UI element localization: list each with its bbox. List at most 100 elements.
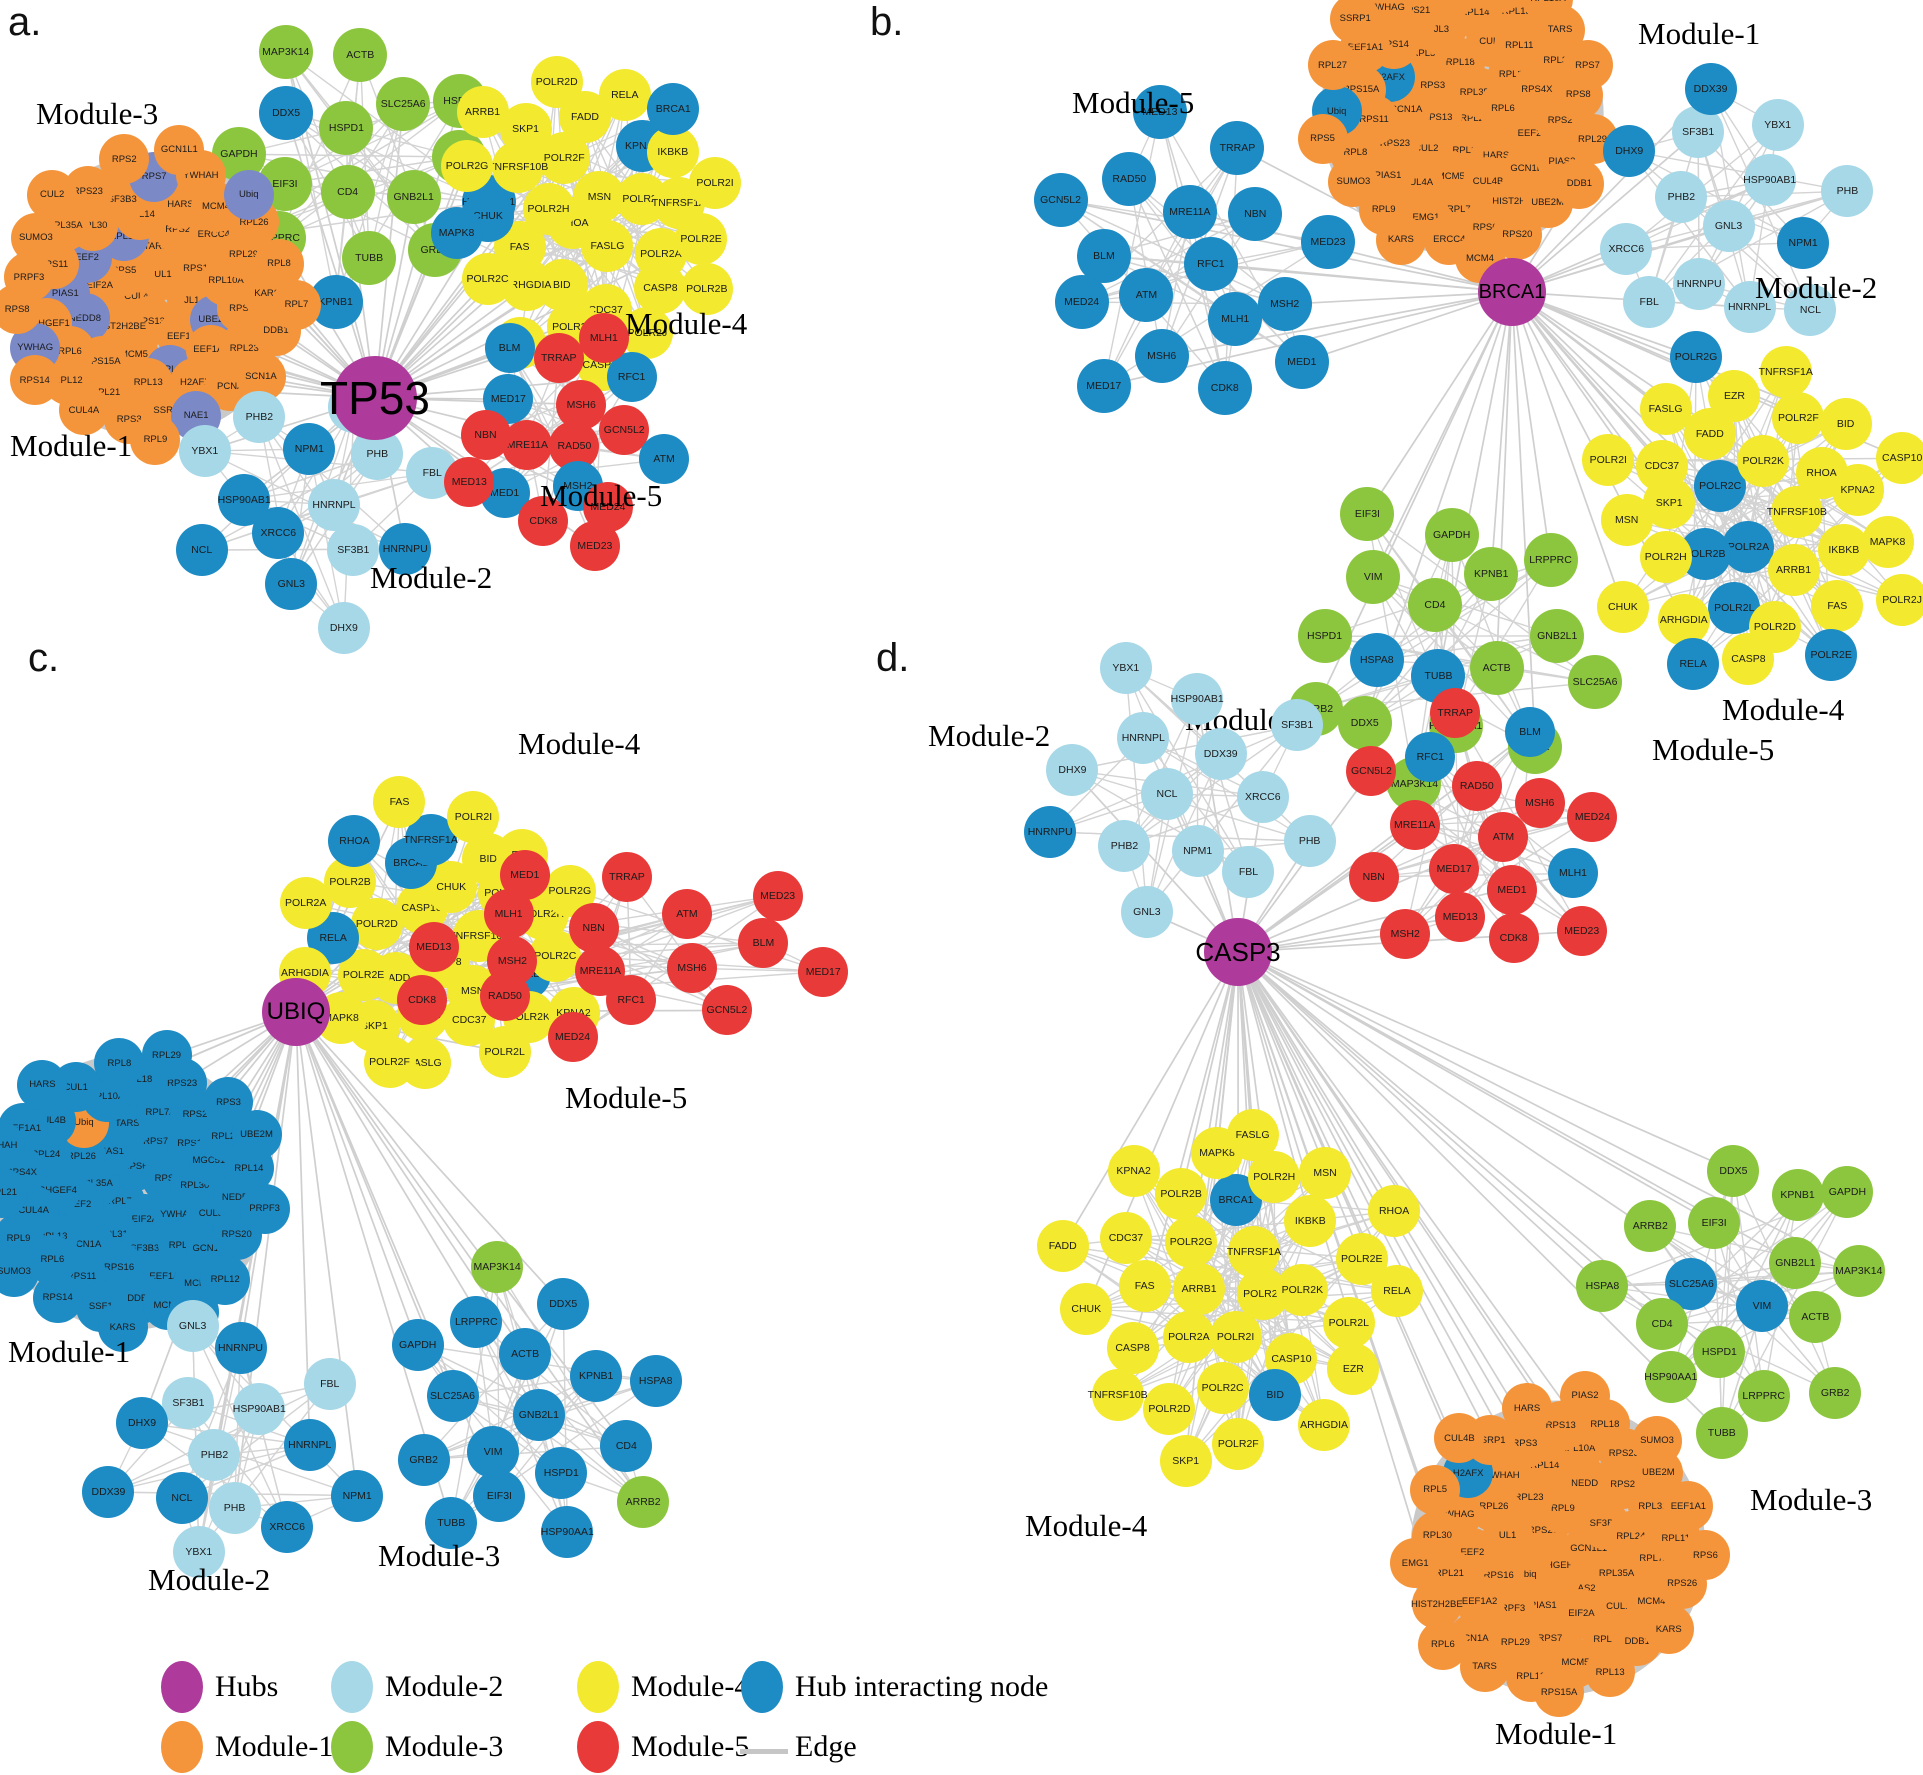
gene-node: POLR2G (441, 140, 494, 193)
gene-label: RPL23 (229, 342, 259, 354)
gene-node: GRB2 (397, 1433, 450, 1486)
gene-label: POLR2B (686, 282, 728, 295)
gene-label: RPS6 (122, 1160, 148, 1172)
gene-label: RHOA (1378, 1205, 1410, 1218)
gene-label: POLR2D (1753, 620, 1796, 633)
gene-node: DDX5 (259, 85, 314, 140)
gene-label: RELA (1383, 1285, 1411, 1298)
gene-label: MAPK8 (323, 1011, 359, 1024)
gene-label: EEF1A1 (193, 344, 229, 356)
gene-label: HARS (167, 198, 194, 210)
gene-node: PIAS2 (1560, 1370, 1611, 1421)
gene-label: TNFRSF10B (488, 160, 549, 173)
gene-node: GNL3 (1702, 199, 1755, 252)
gene-label: CHUK (436, 880, 467, 893)
edge (524, 1353, 568, 1533)
edge (1180, 951, 1239, 1195)
gene-label: RPL10A (1530, 0, 1565, 4)
legend-label: Module-3 (385, 1730, 504, 1763)
edge (1198, 1288, 1354, 1370)
gene-node: TRRAP (1430, 688, 1481, 739)
gene-label: KARS (1655, 1623, 1682, 1635)
gene-node: NBN (460, 410, 511, 461)
hub-label: CASP3 (1195, 936, 1281, 967)
gene-node: XRCC6 (1236, 770, 1289, 823)
gene-label: CUL2 (39, 189, 65, 201)
gene-label: LRPPRC (1742, 1389, 1785, 1402)
gene-node: RPS14 (32, 1272, 83, 1323)
gene-label: MGC5139 (192, 1155, 236, 1167)
gene-label: MSH2 (1390, 927, 1420, 940)
gene-label: RPL6 (1430, 1639, 1455, 1651)
edge (1237, 951, 1715, 1225)
gene-label: POLR2E (342, 969, 385, 982)
edge (1366, 291, 1513, 515)
gene-label: RPS7 (141, 171, 167, 183)
gene-node: POLR2D (530, 56, 583, 109)
gene-node: RPS15A (1534, 1667, 1585, 1718)
gene-node: HNRNPL (283, 1419, 336, 1472)
gene-node: BLM (1505, 706, 1556, 757)
gene-label: RPL6 (1491, 102, 1515, 114)
gene-label: MCM4 (201, 201, 230, 213)
gene-node: GNL3 (166, 1300, 219, 1353)
gene-label: RPL21 (91, 386, 121, 398)
edge (1125, 668, 1199, 852)
gene-label: HARS (29, 1079, 56, 1091)
gene-node: VIM (467, 1425, 520, 1478)
gene-label: RPS16 (183, 262, 214, 274)
gene-label: FAS (1134, 1279, 1155, 1292)
gene-label: KARS (1387, 234, 1414, 246)
edge (1404, 731, 1531, 935)
gene-node: NCL (1784, 284, 1837, 337)
gene-label: RPL6 (40, 1254, 65, 1266)
module-label: Module-4 (1722, 692, 1845, 727)
gene-label: RPL26 (239, 216, 269, 228)
gene-node: RAD50 (1102, 152, 1157, 207)
gene-label: SUMO3 (0, 1266, 31, 1278)
gene-label: MSH6 (1525, 796, 1555, 809)
gene-label: Ubiq (1516, 1568, 1537, 1580)
gene-label: MAPK8 (1869, 535, 1906, 548)
gene-node: POLR2F (363, 1036, 416, 1089)
gene-label: RPL14 (234, 1162, 264, 1174)
gene-label: SF3B1 (1682, 126, 1715, 138)
gene-label: EEF1A (166, 330, 198, 342)
gene-node: GCN5L2 (701, 985, 752, 1036)
gene-label: DHX9 (329, 622, 358, 635)
gene-label: MCM4 (1637, 1596, 1666, 1608)
gene-node: MED1 (499, 849, 550, 900)
gene-label: PIAS1 (97, 1145, 124, 1157)
gene-label: RPS13 (134, 315, 165, 327)
gene-label: FADD (1695, 427, 1724, 440)
gene-label: HSPD1 (1307, 630, 1343, 643)
edge (1103, 254, 1513, 293)
gene-node: HSPD1 (1693, 1325, 1746, 1378)
gene-label: BID (479, 852, 497, 865)
gene-label: SCN1A (245, 371, 277, 383)
gene-node: GNB2L1 (512, 1389, 565, 1442)
gene-node: ATM (1478, 812, 1529, 863)
module-label: Module-1 (10, 428, 133, 463)
gene-label: RPL18 (1445, 57, 1475, 69)
gene-label: EIF3I (486, 1490, 512, 1503)
gene-label: AS2 (1577, 1582, 1596, 1594)
gene-label: PHB2 (200, 1449, 229, 1462)
gene-label: CASP8 (643, 281, 678, 294)
gene-label: HSPD1 (543, 1467, 579, 1480)
gene-label: DDB1 (1566, 178, 1593, 190)
gene-label: RPL12 (1516, 1671, 1546, 1683)
gene-node: NBN (568, 903, 619, 954)
edge (201, 453, 378, 551)
gene-label: RPL11 (1505, 40, 1534, 52)
gene-node: GNB2L1 (386, 169, 441, 224)
gene-node: POLR2A (1722, 521, 1775, 574)
gene-label: ATM (653, 453, 675, 466)
gene-node: FBL (303, 1357, 356, 1410)
edge (1376, 559, 1551, 661)
gene-label: POLR2B (1684, 547, 1726, 560)
gene-node: POLR2C (1196, 1361, 1249, 1414)
gene-label: POLR2G (548, 884, 592, 897)
gene-node: TUBB (425, 1497, 478, 1550)
gene-node: MAP3K14 (258, 25, 313, 80)
